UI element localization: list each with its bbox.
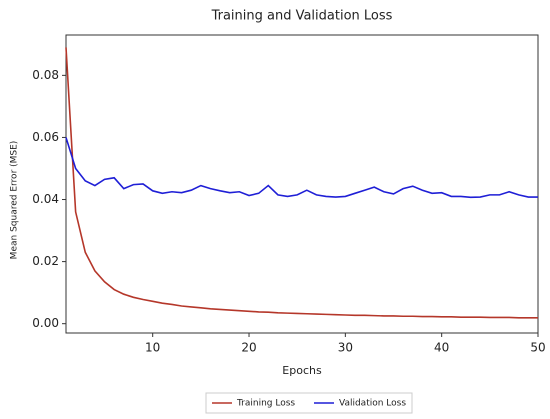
y-tick-label: 0.06 bbox=[32, 130, 59, 144]
x-tick-label: 30 bbox=[338, 341, 353, 355]
y-tick-label: 0.08 bbox=[32, 68, 59, 82]
x-tick-label: 10 bbox=[145, 341, 160, 355]
plot-frame bbox=[65, 34, 539, 334]
legend-box bbox=[205, 392, 413, 414]
legend-label: Training Loss bbox=[236, 399, 295, 409]
y-tick-label: 0.00 bbox=[32, 316, 59, 330]
chart-title: Training and Validation Loss bbox=[211, 9, 393, 24]
y-tick-label: 0.02 bbox=[32, 254, 59, 268]
x-tick-label: 50 bbox=[530, 341, 545, 355]
x-axis-label: Epochs bbox=[282, 364, 322, 377]
series-line bbox=[65, 137, 538, 199]
y-axis-label: Mean Squared Error (MSE) bbox=[10, 141, 20, 260]
y-tick-label: 0.04 bbox=[32, 192, 59, 206]
series-line bbox=[65, 47, 538, 319]
x-tick-label: 40 bbox=[434, 341, 449, 355]
x-tick-label: 20 bbox=[241, 341, 256, 355]
legend-label: Validation Loss bbox=[339, 399, 406, 409]
